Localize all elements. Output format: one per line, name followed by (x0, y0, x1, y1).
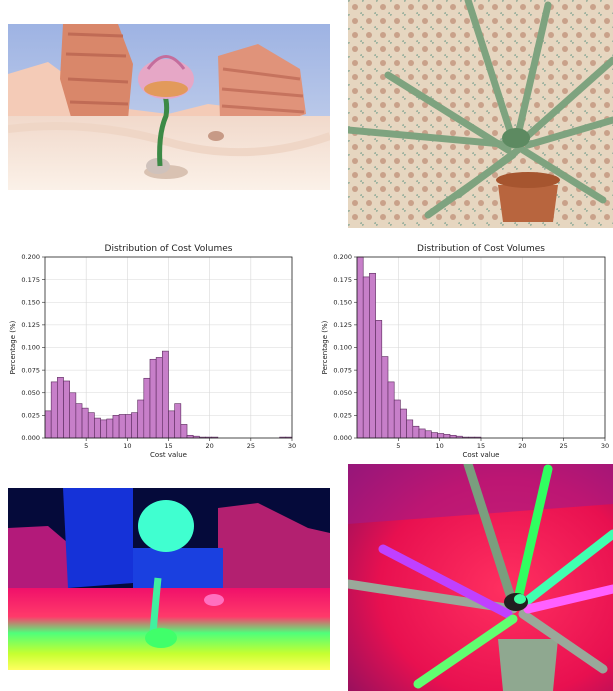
histogram-bar (381, 356, 389, 439)
histogram-bar (362, 276, 370, 439)
cost-histogram-right: Distribution of Cost Volumes 0.000 0.025 0.… (312, 240, 613, 465)
desert-flower-image (8, 24, 330, 190)
y-tick-label: 0.200 (21, 253, 40, 261)
histogram-bar (149, 358, 157, 439)
histogram-bar (356, 256, 364, 439)
x-tick-label: 15 (477, 442, 485, 450)
histogram-bar (449, 434, 457, 439)
histogram-bar (106, 418, 114, 439)
histogram-bar (94, 417, 101, 439)
y-tick-label: 0.050 (21, 389, 40, 397)
x-tick-label: 15 (164, 442, 172, 450)
x-tick-label: 30 (601, 442, 609, 450)
flow-map-desert (8, 488, 330, 670)
y-tick-label: 0.100 (333, 344, 352, 352)
y-tick-label: 0.125 (21, 321, 40, 329)
histogram-bar (124, 414, 132, 439)
histogram-bar (431, 432, 438, 439)
y-tick-label: 0.000 (21, 434, 40, 442)
y-tick-label: 0.075 (333, 366, 352, 374)
histogram-bar (131, 412, 138, 439)
histogram-bar (174, 403, 182, 439)
x-tick-label: 25 (560, 442, 568, 450)
histogram-bar (81, 407, 89, 439)
x-tick-label: 20 (206, 442, 214, 450)
histogram-bar (162, 350, 169, 439)
y-tick-label: 0.175 (333, 276, 352, 284)
x-tick-label: 5 (396, 442, 400, 450)
histogram-bar (186, 434, 194, 439)
x-tick-label: 20 (518, 442, 526, 450)
histogram-bar (155, 357, 163, 439)
histogram-bar (87, 412, 95, 439)
plot-frame (44, 256, 293, 439)
histogram-bar (63, 380, 71, 439)
histogram-bar (412, 425, 420, 439)
histogram-bar (424, 430, 432, 439)
histogram-bar (437, 433, 445, 439)
y-tick-label: 0.100 (21, 344, 40, 352)
histogram-bar (443, 434, 451, 439)
histogram-bar (44, 410, 52, 439)
plot-frame (356, 256, 606, 439)
histogram-bar (50, 381, 58, 439)
y-tick-label: 0.125 (333, 321, 352, 329)
y-tick-label: 0.075 (21, 366, 40, 374)
histogram-bar (112, 415, 120, 439)
aloe-plant-image (348, 0, 613, 228)
y-tick-label: 0.200 (333, 253, 352, 261)
histogram-bar (375, 320, 383, 439)
y-axis-label: Percentage (%) (9, 320, 17, 374)
histogram-bar (75, 403, 83, 439)
y-tick-label: 0.025 (21, 412, 40, 420)
cost-histogram-left: Distribution of Cost Volumes 0.000 0.025 0.… (0, 240, 300, 465)
histogram-bar (400, 408, 407, 439)
histogram-bar (168, 410, 175, 439)
y-tick-label: 0.025 (333, 412, 352, 420)
histogram-bar (100, 419, 108, 439)
y-tick-label: 0.175 (21, 276, 40, 284)
histogram-bar (369, 272, 376, 439)
x-tick-label: 10 (123, 442, 131, 450)
histogram-bar (143, 377, 151, 439)
y-axis-label: Percentage (%) (321, 320, 329, 374)
chart-title: Distribution of Cost Volumes (417, 244, 545, 254)
x-tick-label: 25 (247, 442, 255, 450)
histogram-bar (387, 381, 395, 439)
histogram-bar (406, 419, 414, 439)
y-tick-label: 0.150 (333, 298, 352, 306)
histogram-bar (69, 392, 77, 439)
x-axis-label: Cost value (463, 451, 500, 459)
x-tick-label: 10 (436, 442, 444, 450)
flow-map-aloe (348, 464, 613, 691)
y-tick-label: 0.050 (333, 389, 352, 397)
histogram-bar (57, 377, 64, 439)
histogram-bar (393, 399, 401, 439)
chart-title: Distribution of Cost Volumes (105, 244, 233, 254)
y-tick-label: 0.150 (21, 298, 40, 306)
y-tick-label: 0.000 (333, 434, 352, 442)
histogram-bar (118, 414, 126, 439)
x-tick-label: 30 (288, 442, 296, 450)
x-axis-label: Cost value (150, 451, 187, 459)
histogram-bar (137, 399, 145, 439)
x-tick-label: 5 (84, 442, 88, 450)
histogram-bar (180, 424, 188, 439)
histogram-bar (418, 428, 426, 439)
